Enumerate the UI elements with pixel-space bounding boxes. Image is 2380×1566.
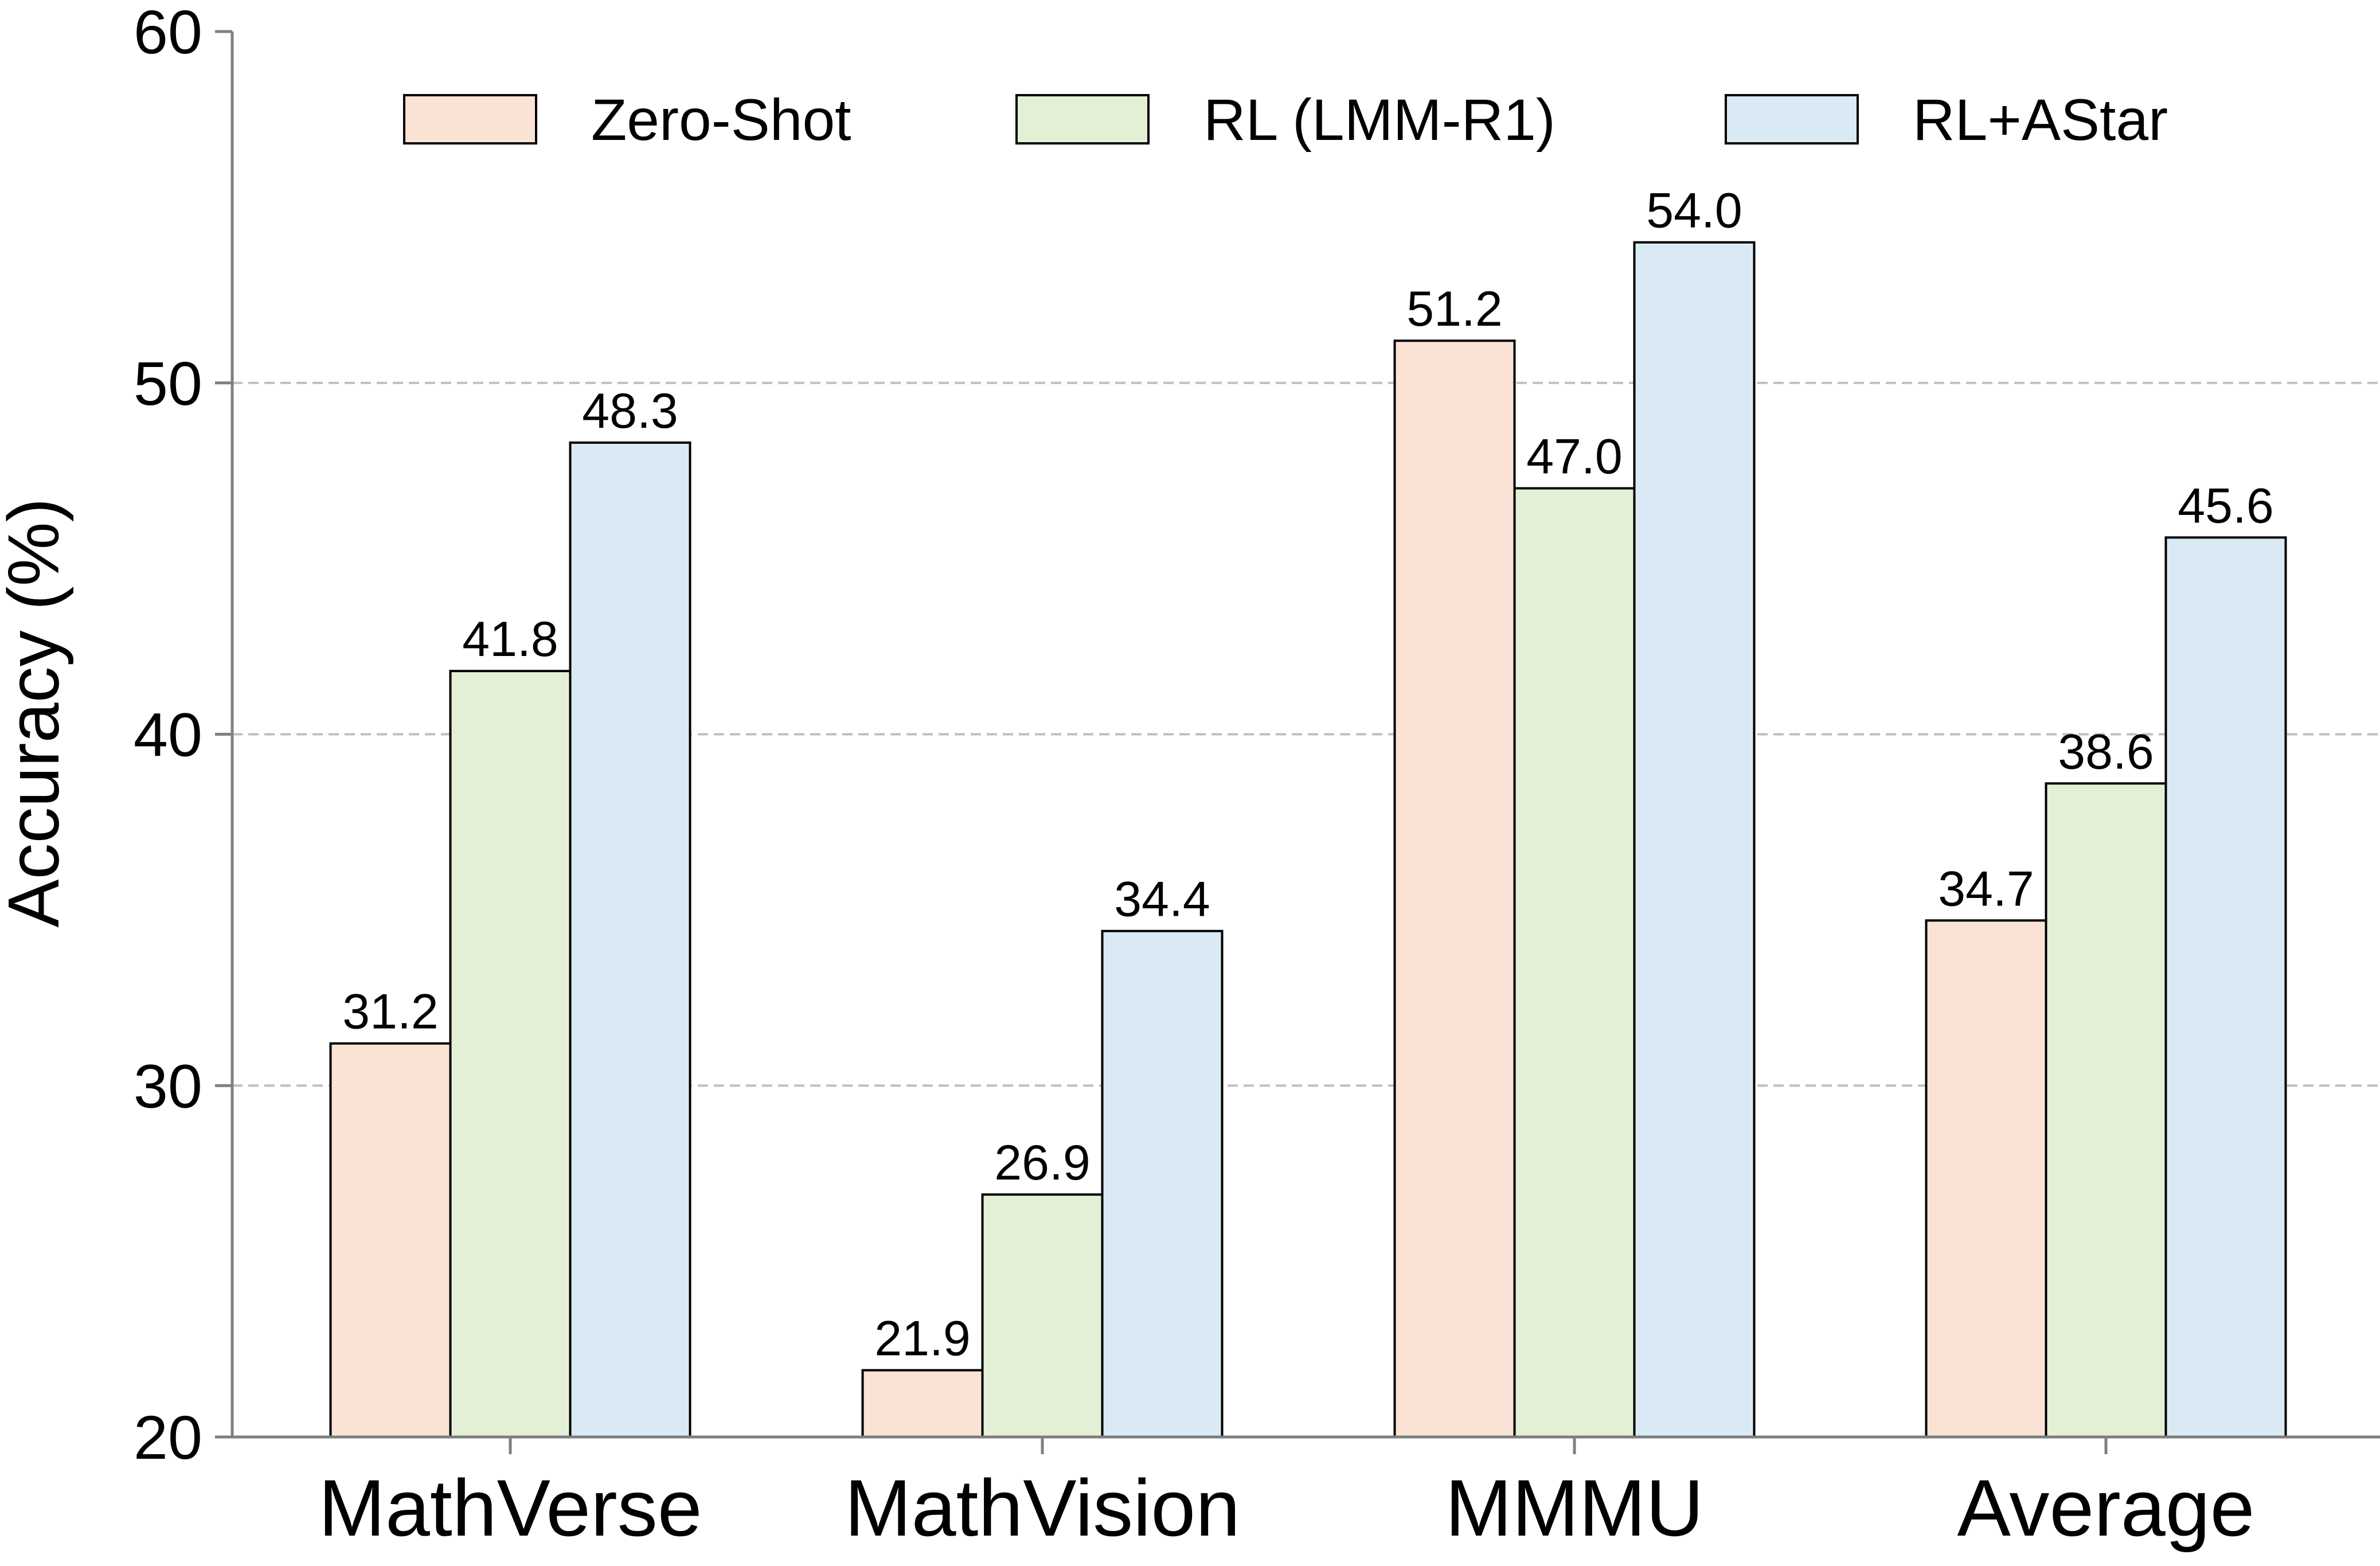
x-tick-label-mathverse: MathVerse [318, 1463, 702, 1553]
bar-mathverse-rl-lmm-r1 [449, 670, 572, 1438]
legend-swatch-rl-lmm-r1 [1015, 94, 1150, 145]
legend-swatch-rl-astar [1725, 94, 1859, 145]
data-labels: 31.2 41.8 48.3 21.9 26.9 34.4 51.2 47.0 54.0 34.7… [342, 183, 2273, 1366]
legend-label-zero-shot: Zero-Shot [591, 87, 851, 153]
axes: 20 30 40 50 60 MathVerse MathVision MMMU Average [134, 0, 2380, 1553]
data-label-average-rl-lmm-r1: 38.6 [2058, 724, 2154, 779]
bar-mathverse-rl-astar [569, 441, 691, 1438]
y-tick-label-40: 40 [134, 700, 202, 770]
y-tick-label-50: 50 [134, 349, 202, 418]
bar-average-rl-lmm-r1 [2045, 782, 2167, 1438]
bar-mmmu-rl-astar [1633, 241, 1756, 1439]
data-label-average-rl-astar: 45.6 [2178, 478, 2273, 533]
y-axis-label: Accuracy (%) [0, 498, 74, 927]
data-label-mathverse-rl-lmm-r1: 41.8 [462, 612, 558, 667]
bar-mathvision-zero-shot [861, 1369, 984, 1438]
bar-mmmu-rl-lmm-r1 [1513, 487, 1636, 1439]
data-label-mathvision-zero-shot: 21.9 [874, 1311, 970, 1366]
bar-mathvision-rl-lmm-r1 [981, 1193, 1104, 1438]
data-label-mathverse-zero-shot: 31.2 [342, 985, 438, 1040]
data-label-mmmu-rl-lmm-r1: 47.0 [1526, 429, 1622, 485]
data-label-average-zero-shot: 34.7 [1938, 861, 2034, 916]
bar-mmmu-zero-shot [1393, 339, 1516, 1438]
y-tick-label-60: 60 [134, 0, 202, 67]
y-tick-label-30: 30 [134, 1051, 202, 1120]
data-label-mathvision-rl-lmm-r1: 26.9 [994, 1135, 1090, 1190]
bar-average-rl-astar [2164, 536, 2287, 1438]
legend: Zero-Shot RL (LMM-R1) RL+AStar [403, 87, 2168, 153]
legend-label-rl-astar: RL+AStar [1913, 87, 2168, 153]
bars [329, 241, 2287, 1439]
legend-label-rl-lmm-r1: RL (LMM-R1) [1203, 87, 1556, 153]
data-label-mmmu-rl-astar: 54.0 [1646, 183, 1742, 239]
bar-mathvision-rl-astar [1101, 930, 1224, 1438]
data-label-mathvision-rl-astar: 34.4 [1114, 872, 1210, 927]
bar-average-zero-shot [1925, 919, 2047, 1438]
bar-mathverse-zero-shot [329, 1042, 452, 1438]
legend-swatch-zero-shot [403, 94, 537, 145]
x-tick-label-mmmu: MMMU [1445, 1463, 1704, 1553]
data-label-mmmu-zero-shot: 51.2 [1406, 282, 1502, 337]
x-tick-label-average: Average [1957, 1463, 2255, 1553]
data-label-mathverse-rl-astar: 48.3 [582, 384, 678, 439]
x-tick-label-mathvision: MathVision [845, 1463, 1240, 1553]
y-tick-label-20: 20 [134, 1403, 202, 1472]
